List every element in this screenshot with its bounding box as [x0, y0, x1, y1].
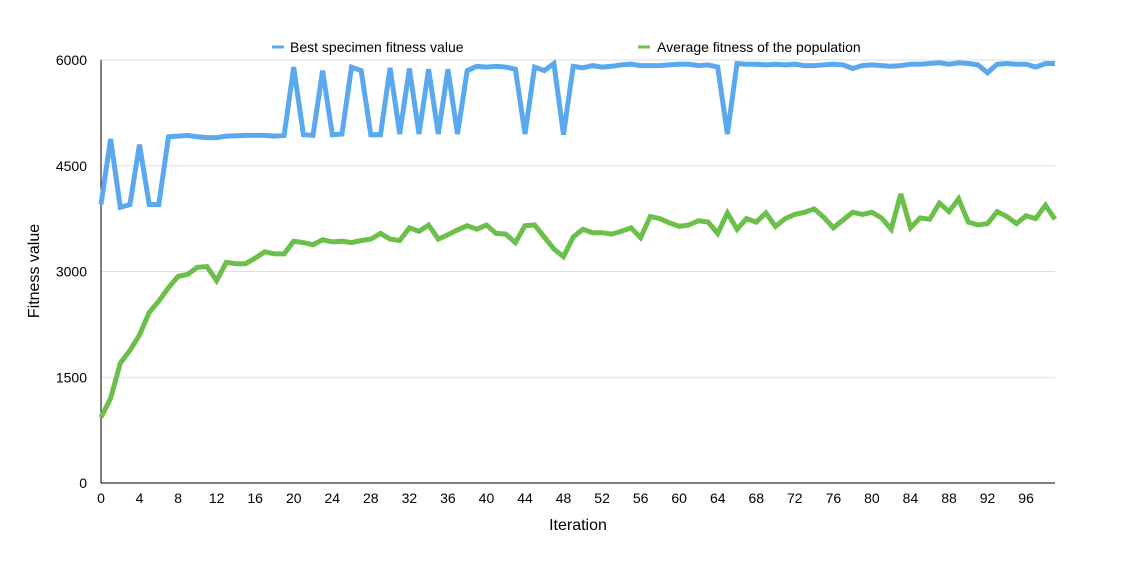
x-axis-title: Iteration — [549, 517, 607, 534]
gridlines — [101, 59, 1055, 378]
legend: Best specimen fitness value Average fitn… — [272, 39, 861, 55]
y-tick-label: 0 — [79, 475, 87, 491]
x-tick-label: 12 — [209, 490, 225, 506]
y-axis-title: Fitness value — [26, 224, 43, 318]
x-tick-label: 16 — [247, 490, 263, 506]
x-tick-label: 60 — [671, 490, 687, 506]
x-tick-label: 40 — [479, 490, 495, 506]
x-tick-label: 32 — [402, 490, 418, 506]
x-tick-label: 64 — [710, 490, 726, 506]
x-tick-label: 52 — [594, 490, 610, 506]
x-tick-label: 28 — [363, 490, 379, 506]
legend-label-best: Best specimen fitness value — [290, 39, 464, 55]
x-tick-label: 0 — [97, 490, 105, 506]
x-tick-label: 68 — [748, 490, 764, 506]
y-tick-label: 1500 — [56, 369, 87, 385]
best-fitness-line — [98, 58, 1055, 211]
y-tick-label: 6000 — [56, 52, 87, 68]
x-tick-label: 20 — [286, 490, 302, 506]
x-tick-label: 36 — [440, 490, 456, 506]
x-tick-labels: 0 4 8 12 16 20 24 28 32 36 40 44 48 52 56 60 64 68 72 76 80 8… — [97, 490, 1034, 506]
x-tick-label: 24 — [324, 490, 340, 506]
x-tick-label: 72 — [787, 490, 803, 506]
y-tick-label: 3000 — [56, 264, 87, 280]
x-tick-label: 76 — [826, 490, 842, 506]
x-tick-label: 8 — [174, 490, 182, 506]
x-tick-label: 80 — [864, 490, 880, 506]
series-lines — [98, 58, 1058, 419]
average-fitness-line — [98, 193, 1058, 419]
y-tick-label: 4500 — [56, 158, 87, 174]
x-tick-label: 4 — [136, 490, 144, 506]
x-tick-label: 44 — [517, 490, 533, 506]
x-tick-label: 48 — [556, 490, 572, 506]
y-tick-labels: 0 1500 3000 4500 6000 — [56, 52, 87, 491]
x-tick-label: 88 — [941, 490, 957, 506]
x-tick-label: 92 — [980, 490, 996, 506]
x-tick-label: 84 — [903, 490, 919, 506]
legend-label-average: Average fitness of the population — [657, 39, 861, 55]
x-tick-label: 56 — [633, 490, 649, 506]
x-tick-label: 96 — [1018, 490, 1034, 506]
